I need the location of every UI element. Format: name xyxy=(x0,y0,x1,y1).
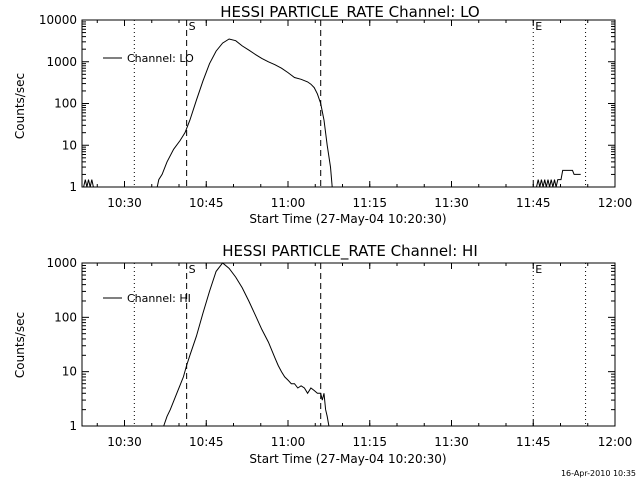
chart-lo: HESSI PARTICLE_RATE Channel: LO Counts/s… xyxy=(13,3,632,226)
chart-hi-y-axis-label: Counts/sec xyxy=(13,312,27,378)
chart-lo-x-tick-label: 11:15 xyxy=(352,196,387,210)
chart-hi-x-tick-label: 11:15 xyxy=(352,435,387,449)
chart-lo-marker-label: S xyxy=(189,20,196,33)
chart-lo-series-line xyxy=(536,169,581,188)
chart-lo-title: HESSI PARTICLE_RATE Channel: LO xyxy=(220,3,479,22)
chart-hi-y-tick-label: 100 xyxy=(54,310,77,324)
chart-lo-marker-label: E xyxy=(535,20,542,33)
chart-hi-title: HESSI PARTICLE_RATE Channel: HI xyxy=(222,242,478,261)
chart-lo-x-tick-label: 11:00 xyxy=(271,196,306,210)
chart-hi-legend-label: Channel: HI xyxy=(127,292,191,305)
chart-lo-y-tick-label: 1 xyxy=(69,180,77,194)
chart-hi-x-tick-label: 11:00 xyxy=(271,435,306,449)
chart-lo-x-ticks: 10:30 10:45 11:00 11:15 11:30 11:45 12:00 xyxy=(96,20,633,210)
chart-lo-y-tick-label: 100 xyxy=(54,97,77,111)
chart-lo-y-tick-label: 10000 xyxy=(39,13,77,27)
chart-hi-y-tick-label: 1000 xyxy=(46,256,77,270)
chart-lo-legend-label: Channel: LO xyxy=(127,52,194,65)
chart-lo-series xyxy=(83,38,581,188)
chart-lo-y-tick-label: 1000 xyxy=(46,55,77,69)
chart-lo-series-line xyxy=(83,179,94,188)
chart-hi-y-tick-label: 1 xyxy=(69,419,77,433)
chart-hi-x-tick-label: 11:45 xyxy=(516,435,551,449)
chart-lo-x-tick-label: 11:30 xyxy=(434,196,469,210)
chart-hi-x-ticks: 10:30 10:45 11:00 11:15 11:30 11:45 12:00 xyxy=(96,263,633,449)
chart-lo-series-line xyxy=(156,38,333,188)
chart-lo-x-tick-label: 12:00 xyxy=(598,196,633,210)
chart-hi-x-axis-label: Start Time (27-May-04 10:20:30) xyxy=(249,452,446,466)
chart-hi-y-ticks: 1 10 100 1000 xyxy=(46,256,615,433)
chart-hi-plot-frame xyxy=(81,262,616,427)
chart-hi-x-tick-label: 11:30 xyxy=(434,435,469,449)
timestamp-label: 16-Apr-2010 10:35 xyxy=(561,469,636,478)
chart-hi-y-tick-label: 10 xyxy=(62,365,77,379)
chart-lo-x-axis-label: Start Time (27-May-04 10:20:30) xyxy=(249,212,446,226)
chart-hi-x-tick-label: 12:00 xyxy=(598,435,633,449)
chart-hi-x-tick-label: 10:45 xyxy=(189,435,224,449)
chart-lo-y-tick-label: 10 xyxy=(62,138,77,152)
chart-hi-marker-label: E xyxy=(535,263,542,276)
chart-lo-x-tick-label: 11:45 xyxy=(516,196,551,210)
chart-hi-series xyxy=(163,262,330,427)
chart-lo-legend: Channel: LO xyxy=(103,52,194,65)
chart-hi-x-tick-label: 10:30 xyxy=(107,435,142,449)
chart-lo-y-axis-label: Counts/sec xyxy=(13,73,27,139)
chart-hi-legend: Channel: HI xyxy=(103,292,191,305)
chart-lo-x-tick-label: 10:45 xyxy=(189,196,224,210)
chart-hi-marker-label: S xyxy=(189,263,196,276)
chart-hi-series-line xyxy=(163,262,330,427)
chart-hi: HESSI PARTICLE_RATE Channel: HI Counts/s… xyxy=(13,242,632,466)
chart-lo-x-tick-label: 10:30 xyxy=(107,196,142,210)
chart-lo-y-ticks: 1 10 100 1000 10000 xyxy=(39,13,615,194)
